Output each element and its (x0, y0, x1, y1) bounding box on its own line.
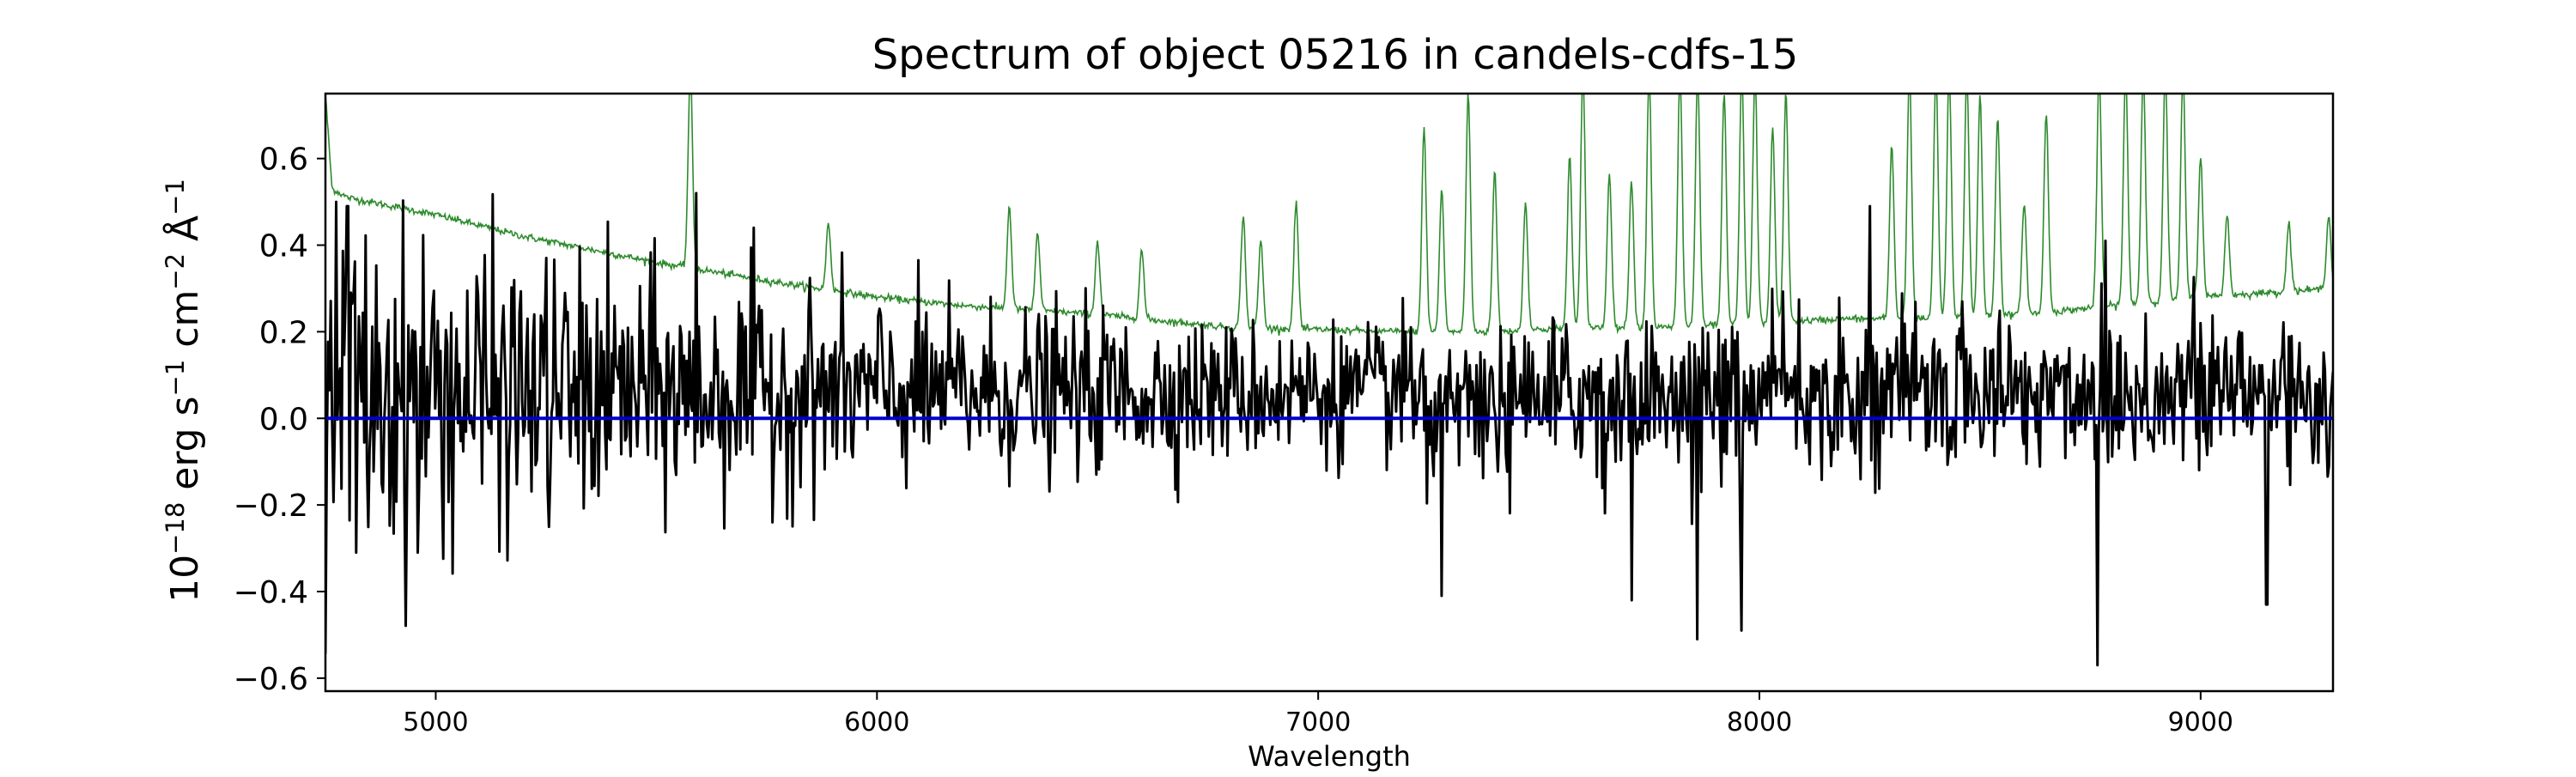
y-label-unit-angstrom: Å (161, 215, 207, 253)
y-tick-label: −0.4 (234, 575, 308, 610)
y-axis-label: 10−18 erg s−1 cm−2 Å−1 (161, 179, 207, 603)
error-spectrum-line (325, 94, 2333, 337)
y-tick-label: 0.2 (259, 315, 308, 350)
chart-title: Spectrum of object 05216 in candels-cdfs… (872, 31, 1799, 79)
y-label-exp-1: −18 (161, 502, 190, 555)
y-tick-label: 0.0 (259, 402, 308, 437)
y-label-exp-4: −1 (161, 179, 190, 215)
y-label-exp-2: −1 (161, 360, 190, 397)
x-tick-label: 9000 (2168, 707, 2233, 738)
x-axis-label: Wavelength (1248, 740, 1411, 773)
y-tick-label: 0.6 (259, 143, 308, 178)
y-axis: −0.6 −0.4 −0.2 0.0 0.2 0.4 0.6 (234, 143, 325, 697)
y-tick-label: 0.4 (259, 229, 308, 264)
y-label-exp-3: −2 (161, 253, 190, 290)
y-tick-label: −0.2 (234, 489, 308, 524)
x-tick-label: 7000 (1285, 707, 1351, 738)
y-tick-label: −0.6 (234, 662, 308, 697)
x-tick-label: 8000 (1727, 707, 1792, 738)
flux-spectrum-line (325, 191, 2333, 667)
x-tick-label: 6000 (844, 707, 909, 738)
y-label-unit-cm: cm (163, 290, 207, 360)
series-layer (325, 94, 2333, 667)
axes-frame (324, 92, 2335, 693)
x-tick-label: 5000 (403, 707, 468, 738)
y-label-unit-erg-s: erg s (163, 396, 207, 501)
y-label-prefix: 10 (163, 555, 207, 603)
x-axis: 5000 6000 7000 8000 9000 (403, 691, 2233, 738)
